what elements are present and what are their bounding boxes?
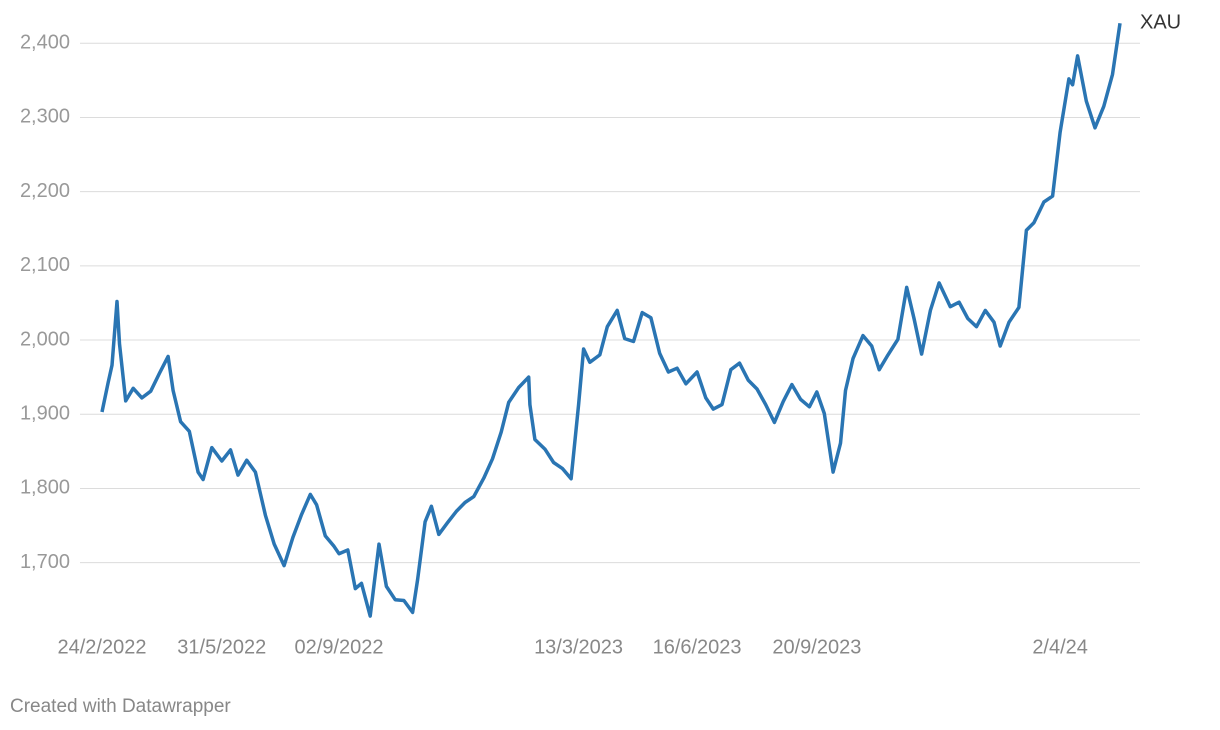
y-tick-label: 2,200	[20, 180, 70, 202]
y-tick-label: 2,100	[20, 254, 70, 276]
y-tick-label: 1,700	[20, 551, 70, 573]
x-tick-label: 16/6/2023	[653, 636, 742, 658]
x-tick-label: 24/2/2022	[58, 636, 147, 658]
line	[100, 22, 1122, 618]
x-tick-label: 2/4/24	[1032, 636, 1088, 658]
y-tick-label: 2,300	[20, 106, 70, 128]
series-label: XAU	[1140, 12, 1181, 34]
y-tick-label: 2,400	[20, 32, 70, 54]
x-tick-label: 20/9/2023	[772, 636, 861, 658]
x-tick-label: 02/9/2022	[295, 636, 384, 658]
x-tick-label: 31/5/2022	[177, 636, 266, 658]
y-tick-label: 1,800	[20, 477, 70, 499]
footer: Created with Datawrapper	[10, 696, 231, 717]
y-tick-label: 2,000	[20, 328, 70, 350]
y-tick-label: 1,900	[20, 403, 70, 425]
x-tick-label: 13/3/2023	[534, 636, 623, 658]
